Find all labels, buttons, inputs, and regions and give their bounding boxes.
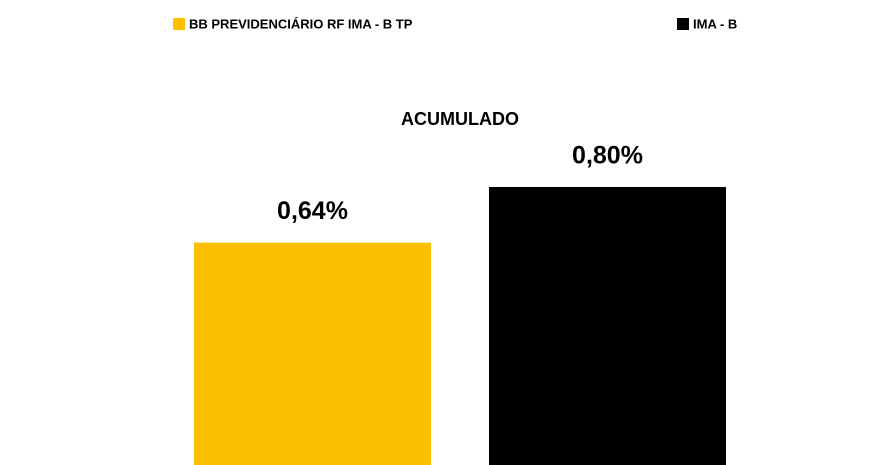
legend-label: BB PREVIDENCIÁRIO RF IMA - B TP: [189, 16, 413, 31]
legend-swatch: [677, 18, 689, 30]
value-label: 0,64%: [277, 197, 348, 225]
value-label: 0,80%: [572, 142, 643, 170]
category-label: ACUMULADO: [401, 109, 519, 129]
legend-swatch: [173, 18, 185, 30]
legend-label: IMA - B: [693, 16, 737, 31]
bar: [489, 187, 726, 465]
bar: [194, 242, 431, 465]
